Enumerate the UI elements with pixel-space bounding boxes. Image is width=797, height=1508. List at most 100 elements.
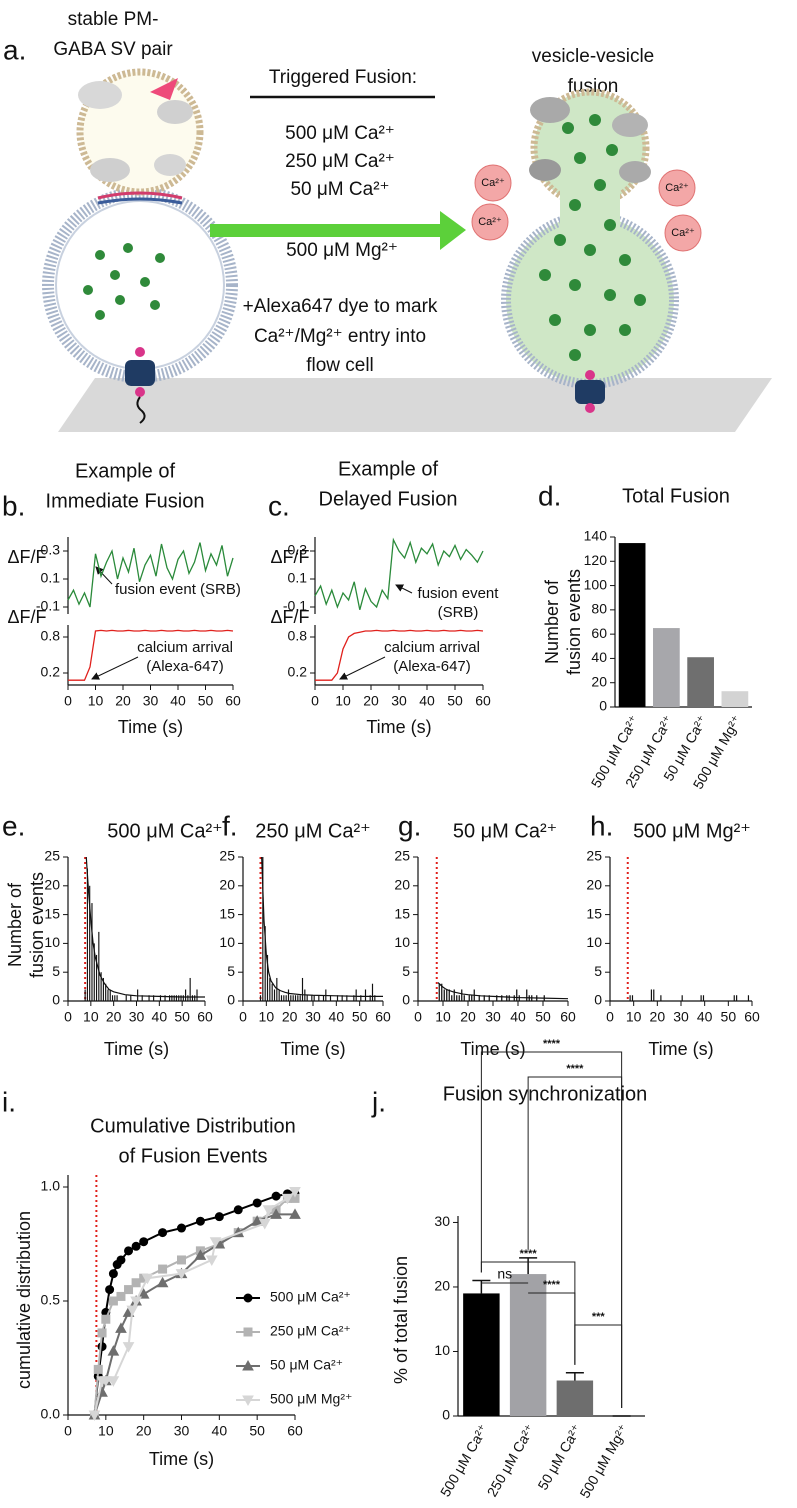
- hist-bar: [355, 989, 357, 1001]
- hist-bar: [526, 989, 528, 1001]
- panel-label: c.: [268, 490, 290, 521]
- point: [124, 1285, 134, 1295]
- point: [139, 1237, 149, 1247]
- x-tick-label: 10: [335, 693, 351, 709]
- hist-bar: [299, 995, 301, 1001]
- y-tick-label: 10: [586, 934, 602, 950]
- point: [243, 1327, 253, 1337]
- legend-label: 250 μM Ca²⁺: [270, 1323, 351, 1339]
- point: [156, 1276, 169, 1288]
- hist-bar: [114, 995, 116, 1001]
- x-tick-label: 250 μM Ca²⁺: [484, 1421, 538, 1499]
- point: [177, 1223, 186, 1233]
- hist-bar: [364, 989, 367, 1001]
- y-tick-label: 0.5: [41, 1292, 61, 1308]
- hist-bar: [341, 995, 343, 1001]
- hist-bar: [137, 989, 139, 1001]
- x-tick-label: 40: [152, 1009, 168, 1025]
- y-tick-label: 20: [586, 877, 602, 893]
- bar: [556, 1380, 594, 1416]
- ion-label: Ca²⁺: [671, 227, 695, 239]
- hist-bar: [280, 995, 283, 1001]
- chart-title: Fusion synchronization: [443, 1083, 648, 1105]
- hist-bar: [276, 977, 278, 1001]
- y-tick-label: 0.8: [288, 628, 308, 644]
- left-caption: GABA SV pair: [53, 39, 173, 60]
- x-tick-label: 60: [744, 1009, 760, 1025]
- x-tick-label: 30: [305, 1009, 321, 1025]
- point: [124, 1246, 134, 1256]
- hist-bar: [169, 995, 171, 1001]
- x-axis-title: Time (s): [648, 1039, 713, 1059]
- point: [281, 1193, 294, 1205]
- point: [209, 1237, 222, 1248]
- annotation: (SRB): [438, 604, 479, 621]
- bar: [463, 1293, 500, 1416]
- legend-label: 500 μM Mg²⁺: [270, 1391, 352, 1407]
- ion-label: Ca²⁺: [665, 182, 689, 194]
- point: [158, 1228, 168, 1238]
- hist-bar: [453, 989, 455, 1001]
- significance-bracket: [480, 1051, 623, 1408]
- hist-bar: [441, 983, 443, 1001]
- ions: Ca²⁺ Ca²⁺ Ca²⁺ Ca²⁺: [471, 164, 702, 252]
- chart-title: Cumulative Distribution: [90, 1115, 296, 1137]
- x-tick-label: 30: [673, 1009, 689, 1025]
- point: [242, 1359, 254, 1371]
- point: [105, 1285, 115, 1295]
- x-tick-label: 30: [485, 1009, 501, 1025]
- point: [131, 1278, 141, 1288]
- hist-bar: [189, 977, 191, 1001]
- note: Ca²⁺/Mg²⁺ entry into: [254, 326, 426, 347]
- hist-bar: [111, 995, 114, 1001]
- y-tick-label: 25: [586, 848, 602, 864]
- hist-bar: [313, 995, 315, 1001]
- trace: [314, 537, 484, 610]
- hist-bar: [483, 995, 485, 1001]
- x-tick-label: 30: [143, 693, 159, 709]
- y-axis-title: ΔF/F: [7, 607, 46, 627]
- hist-bar: [171, 995, 173, 1001]
- x-axis-title: Time (s): [118, 717, 183, 737]
- hist-bar: [631, 995, 634, 1001]
- hist-bar: [650, 989, 653, 1001]
- hist-bar: [283, 995, 285, 1001]
- chart-title: 250 μM Ca²⁺: [255, 820, 370, 842]
- hist-bar: [89, 885, 91, 1001]
- y-axis-title: fusion events: [27, 872, 47, 978]
- y-tick-label: -0.1: [36, 598, 60, 614]
- x-tick-label: 20: [136, 1423, 152, 1439]
- significance-bracket: [574, 1324, 623, 1408]
- hist-bar: [148, 995, 150, 1001]
- point: [141, 1273, 154, 1285]
- left-caption: stable PM-: [68, 9, 159, 30]
- panel-label: d.: [538, 480, 561, 511]
- y-tick-label: 0: [227, 992, 235, 1008]
- annotation-arrow: [95, 566, 113, 585]
- hist-bar: [443, 989, 445, 1001]
- annotation: fusion event: [418, 585, 500, 602]
- hist-bar: [98, 931, 100, 1001]
- y-tick-label: 0: [442, 1407, 450, 1423]
- chart-title: Total Fusion: [622, 485, 730, 507]
- hist-bar: [488, 995, 490, 1001]
- hist-bar: [516, 989, 518, 1001]
- y-tick-label: 15: [219, 905, 235, 921]
- panel-label: g.: [398, 810, 421, 841]
- point: [262, 1205, 275, 1216]
- y-tick-label: 30: [434, 1213, 450, 1229]
- hist-bar: [506, 995, 508, 1001]
- hist-bar: [95, 954, 98, 1001]
- point: [93, 1364, 103, 1374]
- panel-label: f.: [222, 810, 238, 841]
- hist-bar: [456, 995, 458, 1001]
- hist-bar: [496, 995, 498, 1001]
- point: [258, 1218, 271, 1230]
- hist-bar: [159, 995, 162, 1001]
- bar: [653, 628, 680, 707]
- x-tick-label: 40: [212, 1423, 228, 1439]
- annotation: calcium arrival: [137, 639, 233, 656]
- annotation: fusion event (SRB): [115, 581, 241, 598]
